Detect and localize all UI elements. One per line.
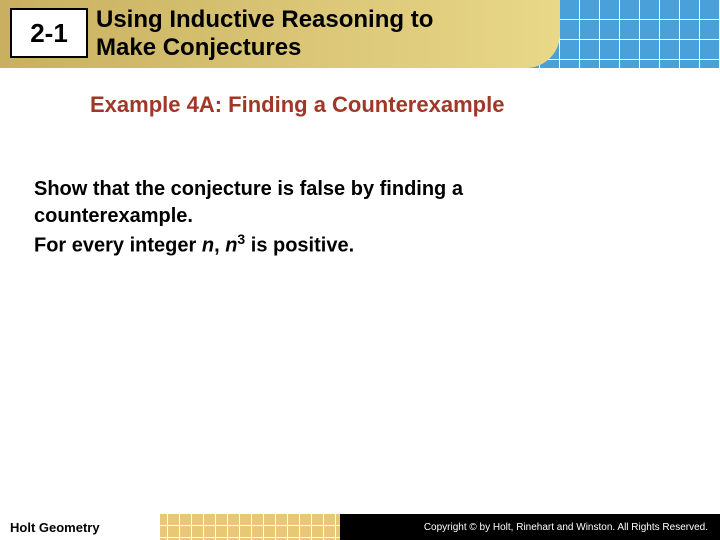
example-heading: Example 4A: Finding a Counterexample — [90, 92, 504, 118]
slide-title: Using Inductive Reasoning to Make Conjec… — [96, 6, 433, 61]
variable-n-1: n — [202, 235, 214, 257]
section-number-box: 2-1 — [10, 8, 88, 58]
body-line-2: counterexample. — [34, 205, 193, 227]
slide-footer: Holt Geometry Copyright © by Holt, Rineh… — [0, 514, 720, 540]
problem-statement: Show that the conjecture is false by fin… — [34, 176, 674, 260]
footer-book-title: Holt Geometry — [0, 514, 160, 540]
title-line-1: Using Inductive Reasoning to — [96, 6, 433, 33]
body-line-3-mid: , — [214, 235, 225, 257]
body-line-1: Show that the conjecture is false by fin… — [34, 178, 463, 200]
body-line-3-suffix: is positive. — [245, 235, 354, 257]
footer-copyright: Copyright © by Holt, Rinehart and Winsto… — [340, 514, 720, 540]
variable-n-2: n — [225, 235, 237, 257]
section-number: 2-1 — [30, 18, 68, 49]
body-line-3-prefix: For every integer — [34, 235, 202, 257]
slide-header: 2-1 Using Inductive Reasoning to Make Co… — [0, 0, 720, 68]
title-line-2: Make Conjectures — [96, 34, 301, 61]
